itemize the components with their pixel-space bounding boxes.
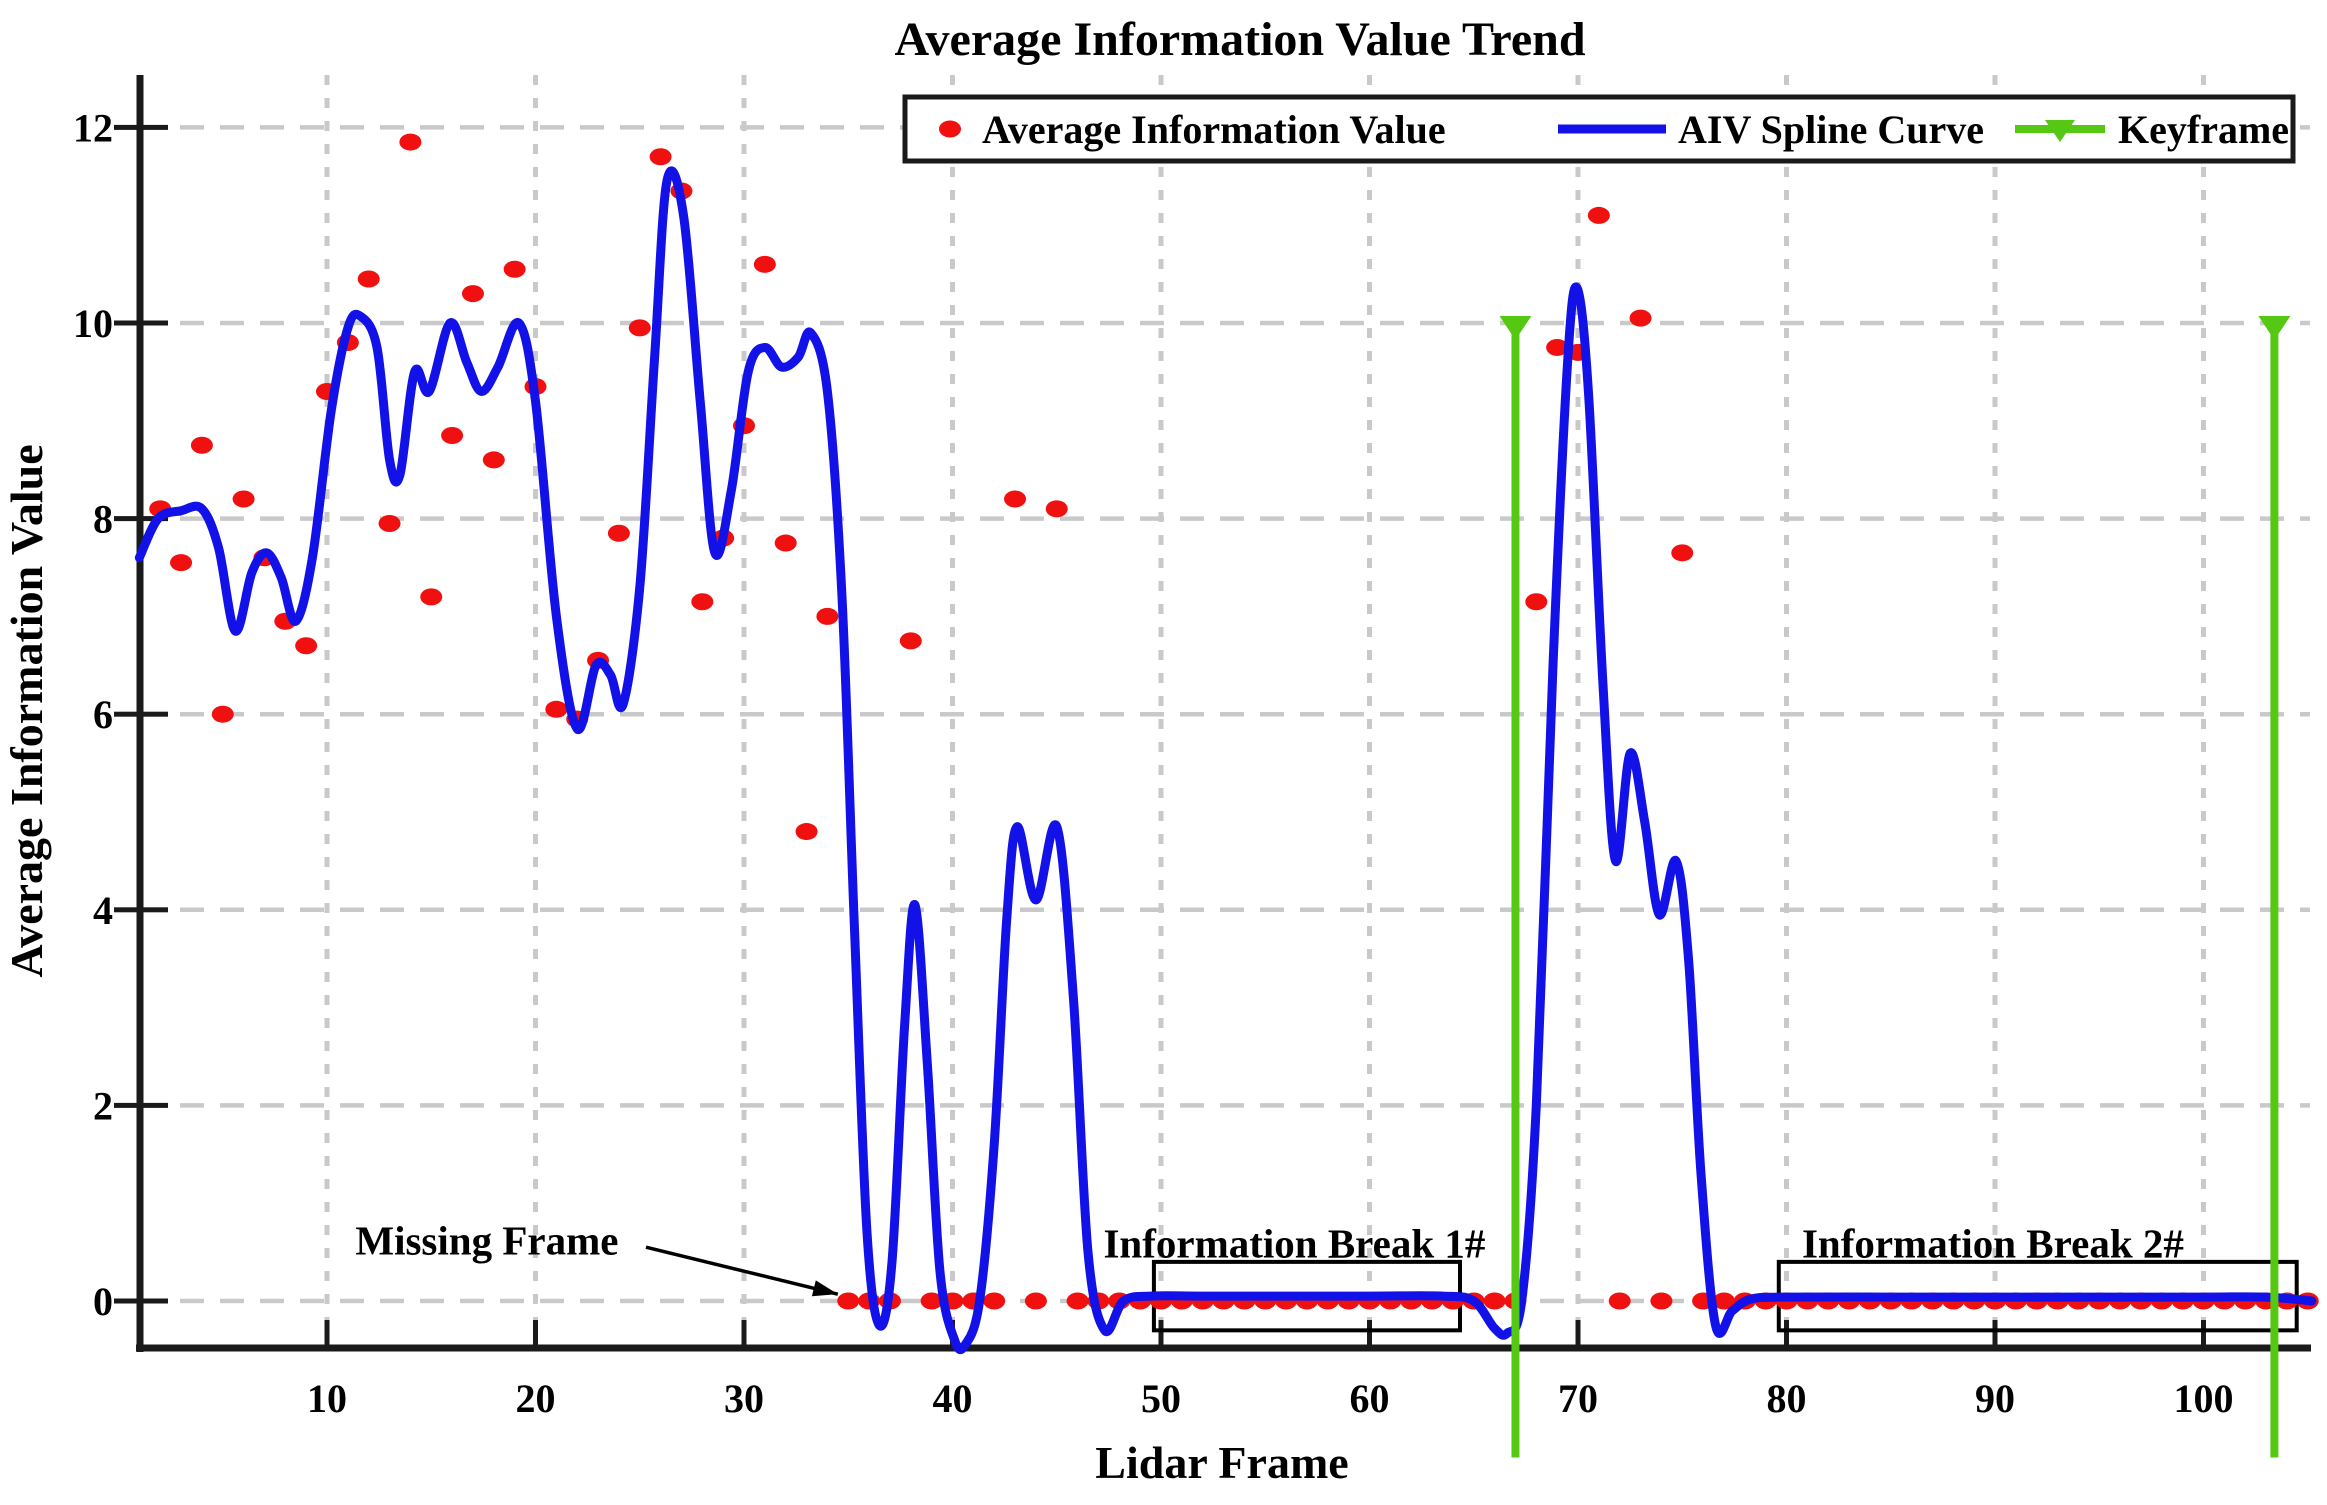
annotation-text-0: Missing Frame bbox=[355, 1217, 618, 1263]
data-dot-frame-24 bbox=[607, 524, 630, 542]
x-tick-label-10: 10 bbox=[307, 1376, 347, 1421]
x-tick-label-30: 30 bbox=[724, 1376, 764, 1421]
y-tick-label-8: 8 bbox=[93, 497, 113, 542]
data-dot-frame-31 bbox=[753, 255, 776, 273]
data-dot-frame-66 bbox=[1483, 1292, 1506, 1310]
y-tick-0 bbox=[114, 1298, 168, 1304]
y-tick-10 bbox=[114, 320, 168, 326]
data-dot-frame-69 bbox=[1546, 338, 1569, 356]
data-dot-frame-25 bbox=[628, 319, 651, 337]
legend-red-dot-icon bbox=[939, 120, 961, 138]
data-dot-frame-16 bbox=[441, 426, 464, 444]
data-dot-frame-43 bbox=[1004, 490, 1027, 508]
x-axis-spine bbox=[136, 1344, 2311, 1352]
data-dot-frame-72 bbox=[1608, 1292, 1631, 1310]
y-tick-8 bbox=[114, 516, 168, 522]
y-tick-2 bbox=[114, 1102, 168, 1108]
y-tick-label-4: 4 bbox=[93, 888, 113, 933]
data-dot-frame-35 bbox=[837, 1292, 860, 1310]
x-tick-label-20: 20 bbox=[516, 1376, 556, 1421]
data-dot-frame-18 bbox=[482, 451, 505, 469]
data-dot-frame-15 bbox=[420, 588, 443, 606]
data-dot-frame-3 bbox=[170, 554, 193, 572]
data-dot-frame-9 bbox=[295, 637, 318, 655]
y-tick-label-6: 6 bbox=[93, 692, 113, 737]
data-dot-frame-45 bbox=[1045, 500, 1068, 518]
x-tick-label-80: 80 bbox=[1767, 1376, 1807, 1421]
y-tick-4 bbox=[114, 907, 168, 913]
data-dot-frame-26 bbox=[649, 148, 672, 166]
spline-curve-layer bbox=[134, 166, 2317, 1355]
annotation-text-2: Information Break 2# bbox=[1802, 1220, 2184, 1266]
x-tick-label-100: 100 bbox=[2174, 1376, 2234, 1421]
data-dot-frame-75 bbox=[1671, 544, 1694, 562]
data-dot-frame-38 bbox=[899, 632, 922, 650]
data-dot-frame-33 bbox=[795, 823, 818, 841]
x-tick-90 bbox=[1992, 1320, 1998, 1348]
data-dot-frame-71 bbox=[1587, 206, 1610, 224]
y-tick-label-12: 12 bbox=[73, 105, 113, 150]
keyframe-layer bbox=[1499, 316, 2291, 1458]
data-dot-frame-68 bbox=[1525, 593, 1548, 611]
data-dot-frame-21 bbox=[545, 700, 568, 718]
legend: Average Information Value AIV Spline Cur… bbox=[902, 94, 2296, 164]
x-tick-20 bbox=[533, 1320, 538, 1348]
chart-title: Average Information Value Trend bbox=[894, 13, 1585, 66]
legend-item-aiv: Average Information Value bbox=[982, 107, 1446, 152]
annotation-layer: Missing Frame Information Break 1# Informa… bbox=[355, 1217, 2184, 1297]
keyframe-triangle-icon-1 bbox=[1499, 316, 1532, 340]
annotation-arrow-head bbox=[811, 1280, 838, 1297]
data-dot-frame-32 bbox=[774, 534, 797, 552]
data-dot-frame-77 bbox=[1712, 1292, 1735, 1310]
aiv-spline-curve bbox=[134, 166, 2317, 1355]
data-dot-frame-19 bbox=[503, 260, 526, 278]
data-dot-frame-46 bbox=[1066, 1292, 1089, 1310]
legend-item-keyframe: Keyframe bbox=[2118, 107, 2289, 152]
data-dot-frame-73 bbox=[1629, 309, 1652, 327]
x-tick-60 bbox=[1367, 1320, 1372, 1348]
y-tick-label-0: 0 bbox=[93, 1279, 113, 1324]
data-dot-frame-17 bbox=[461, 285, 484, 303]
x-tick-label-50: 50 bbox=[1141, 1376, 1181, 1421]
keyframe-triangle-icon-2 bbox=[2258, 316, 2291, 340]
data-dot-frame-6 bbox=[232, 490, 255, 508]
annotation-arrow-line bbox=[645, 1245, 839, 1296]
grid-layer bbox=[140, 75, 2310, 1348]
data-dot-frame-12 bbox=[357, 270, 380, 288]
y-tick-label-10: 10 bbox=[73, 301, 113, 346]
legend-item-spline: AIV Spline Curve bbox=[1678, 107, 1984, 152]
x-tick-10 bbox=[324, 1320, 330, 1348]
annotation-text-1: Information Break 1# bbox=[1103, 1220, 1485, 1266]
data-dot-frame-44 bbox=[1024, 1292, 1047, 1310]
data-dot-frame-14 bbox=[399, 133, 422, 151]
y-tick-6 bbox=[114, 711, 168, 717]
data-dot-frame-13 bbox=[378, 514, 401, 532]
data-dot-frame-4 bbox=[190, 436, 213, 454]
data-dot-frame-34 bbox=[816, 607, 839, 625]
axis-layer: 10 20 30 40 50 60 70 80 90 100 0 2 4 6 8 10 12 bbox=[73, 75, 2311, 1421]
y-tick-label-2: 2 bbox=[93, 1083, 113, 1128]
legend-keyframe-triangle-icon bbox=[2045, 120, 2075, 142]
x-tick-label-70: 70 bbox=[1558, 1376, 1598, 1421]
x-tick-100 bbox=[2201, 1320, 2206, 1348]
y-tick-12 bbox=[114, 124, 168, 130]
x-tick-label-60: 60 bbox=[1350, 1376, 1390, 1421]
x-tick-50 bbox=[1158, 1320, 1164, 1348]
y-axis-label: Average Information Value bbox=[1, 444, 52, 977]
data-dot-frame-74 bbox=[1650, 1292, 1673, 1310]
data-dot-frame-39 bbox=[920, 1292, 943, 1310]
x-axis-label: Lidar Frame bbox=[1095, 1437, 1348, 1488]
data-dot-frame-5 bbox=[211, 705, 234, 723]
x-tick-70 bbox=[1575, 1320, 1581, 1348]
x-tick-30 bbox=[741, 1320, 747, 1348]
x-tick-label-40: 40 bbox=[933, 1376, 973, 1421]
data-dot-frame-42 bbox=[983, 1292, 1006, 1310]
x-tick-80 bbox=[1784, 1320, 1789, 1348]
data-dot-frame-28 bbox=[691, 593, 714, 611]
x-tick-label-90: 90 bbox=[1975, 1376, 2015, 1421]
